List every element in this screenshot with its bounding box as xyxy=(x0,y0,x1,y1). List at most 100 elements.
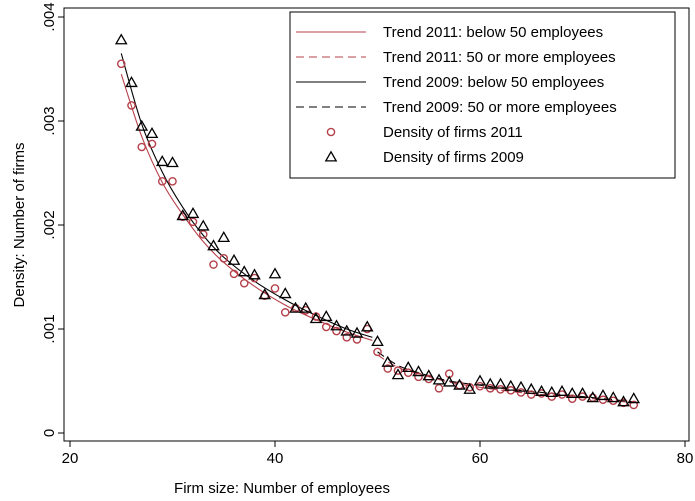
data-point-2011 xyxy=(403,368,413,377)
data-point-2009 xyxy=(330,319,343,331)
trend-line-2009-solid xyxy=(120,53,373,338)
data-point-2011 xyxy=(526,390,536,399)
data-point-2009 xyxy=(248,268,261,280)
data-point-2009 xyxy=(166,156,179,168)
legend-label: Density of firms 2009 xyxy=(383,149,524,166)
data-point-2011 xyxy=(516,388,526,397)
y-tick-label: .004 xyxy=(41,2,58,31)
data-point-2009 xyxy=(524,382,538,394)
x-tick-label: 40 xyxy=(267,450,284,467)
data-point-2009 xyxy=(309,312,323,324)
data-point-2009 xyxy=(207,239,220,251)
y-tick-label: 0 xyxy=(41,429,58,437)
data-point-2009 xyxy=(555,384,569,396)
data-point-2011 xyxy=(496,385,505,394)
data-point-2009 xyxy=(360,320,374,332)
data-point-2009 xyxy=(299,301,313,313)
legend-label: Trend 2009: 50 or more employees xyxy=(383,99,617,116)
legend-swatch xyxy=(324,150,338,162)
data-point-2009 xyxy=(473,374,487,386)
data-point-2009 xyxy=(237,265,251,277)
data-point-2011 xyxy=(209,260,218,269)
data-point-2011 xyxy=(188,217,198,227)
data-point-2009 xyxy=(125,76,138,88)
data-point-2011 xyxy=(321,322,331,332)
data-point-2011 xyxy=(383,364,393,373)
x-tick-label: 60 xyxy=(472,450,489,467)
data-point-2009 xyxy=(514,380,528,392)
data-point-2009 xyxy=(606,391,620,403)
data-point-2009 xyxy=(453,378,466,390)
data-point-2009 xyxy=(186,207,200,219)
data-point-2011 xyxy=(239,278,249,288)
data-point-2009 xyxy=(545,385,559,397)
data-point-2011 xyxy=(147,139,157,149)
data-point-2011 xyxy=(352,335,362,344)
data-point-2009 xyxy=(350,326,364,338)
data-point-2009 xyxy=(463,382,477,394)
legend: Trend 2011: below 50 employees Trend 2011… xyxy=(289,11,676,179)
legend-label: Trend 2009: below 50 employees xyxy=(383,74,604,91)
data-point-2009 xyxy=(145,126,159,139)
y-tick-label: .002 xyxy=(41,210,58,239)
data-point-2011 xyxy=(168,177,177,186)
data-point-2011 xyxy=(219,253,229,263)
data-point-2009 xyxy=(494,377,507,389)
data-point-2009 xyxy=(340,324,354,336)
data-point-2011 xyxy=(250,273,259,283)
data-point-2009 xyxy=(391,368,405,380)
data-point-2009 xyxy=(268,267,282,279)
data-point-2011 xyxy=(137,142,147,152)
data-point-2009 xyxy=(371,334,384,347)
data-point-2009 xyxy=(155,155,169,167)
data-point-2009 xyxy=(422,369,436,381)
data-point-2011 xyxy=(629,400,639,410)
y-axis-title: Density: Number of firms xyxy=(11,142,28,307)
data-point-2011 xyxy=(229,269,239,279)
x-tick-label: 20 xyxy=(62,450,79,467)
data-point-2009 xyxy=(319,310,333,322)
data-point-2009 xyxy=(483,377,497,389)
data-point-2009 xyxy=(278,287,292,299)
data-point-2011 xyxy=(567,394,577,403)
data-point-2011 xyxy=(393,366,403,375)
x-tick-label: 80 xyxy=(677,450,694,467)
data-point-2009 xyxy=(565,386,579,399)
data-point-2009 xyxy=(412,365,425,377)
data-point-2011 xyxy=(557,390,567,399)
data-point-2011 xyxy=(475,381,485,391)
data-point-2011 xyxy=(127,101,136,110)
data-point-2011 xyxy=(434,383,444,393)
data-point-2011 xyxy=(424,374,434,384)
data-point-2009 xyxy=(227,253,241,265)
data-point-2009 xyxy=(504,379,518,391)
y-tick-label: .001 xyxy=(41,314,58,343)
data-point-2011 xyxy=(157,177,167,186)
legend-swatch xyxy=(326,127,336,137)
data-point-2009 xyxy=(258,288,272,300)
data-point-2011 xyxy=(342,333,352,342)
data-point-2011 xyxy=(608,396,618,406)
data-point-2011 xyxy=(414,372,423,382)
data-point-2011 xyxy=(280,308,290,317)
legend-box xyxy=(289,11,676,179)
legend-label: Density of firms 2011 xyxy=(383,124,523,141)
data-point-2009 xyxy=(196,219,210,231)
data-point-2011 xyxy=(332,326,341,336)
legend-label: Trend 2011: below 50 employees xyxy=(383,24,603,41)
data-point-2009 xyxy=(217,230,231,243)
legend-label: Trend 2011: 50 or more employees xyxy=(383,49,616,66)
data-point-2009 xyxy=(442,375,456,387)
data-point-2011 xyxy=(578,392,587,401)
data-point-2009 xyxy=(432,373,446,385)
data-point-2009 xyxy=(535,384,548,396)
data-point-2011 xyxy=(373,347,382,357)
data-point-2011 xyxy=(270,284,280,293)
data-point-2009 xyxy=(176,209,190,221)
data-point-2009 xyxy=(627,392,641,404)
data-point-2009 xyxy=(596,389,610,401)
x-axis-title: Firm size: Number of employees xyxy=(174,480,390,497)
data-point-2011 xyxy=(116,59,126,69)
data-point-2009 xyxy=(289,301,302,313)
